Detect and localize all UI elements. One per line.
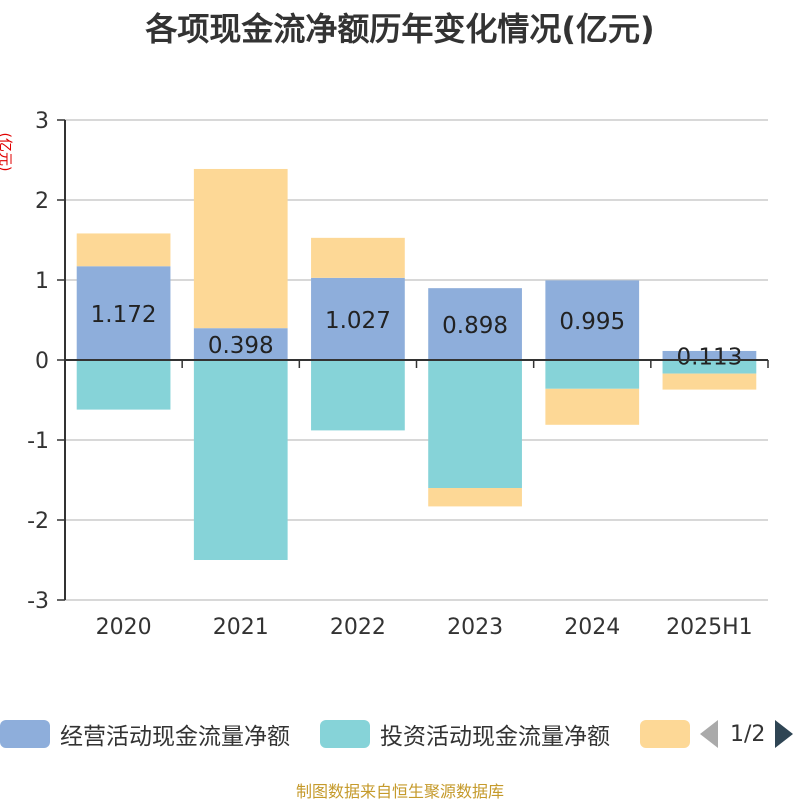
x-tick-label: 2021	[213, 615, 269, 640]
legend-item-third[interactable]	[640, 716, 690, 752]
legend-label-operating: 经营活动现金流量净额	[60, 724, 290, 750]
legend-label-investing: 投资活动现金流量净额	[380, 724, 610, 750]
bar-series-2	[545, 360, 640, 389]
bar-series-1	[193, 328, 288, 360]
bar-series-3	[428, 488, 522, 507]
y-tick-label: 0	[35, 349, 49, 374]
legend-pager: 1/2	[700, 716, 794, 752]
bar-series-3	[76, 233, 171, 267]
data-source-note: 制图数据来自恒生聚源数据库	[295, 782, 504, 801]
bar-series-1	[76, 266, 171, 360]
bar-series-1	[545, 280, 640, 360]
y-tick-label: 3	[35, 109, 49, 134]
bar-series-1	[311, 277, 405, 360]
bar-series-2	[662, 360, 757, 374]
x-tick-label: 2023	[447, 615, 503, 640]
chart-title: 各项现金流净额历年变化情况(亿元)	[145, 10, 655, 48]
y-tick-label: -2	[27, 509, 49, 534]
bar-series-3	[662, 373, 757, 390]
data-label: 1.027	[325, 308, 391, 334]
bar-series-1	[428, 288, 522, 360]
bar-series-2	[76, 360, 171, 410]
legend-swatch-operating	[0, 720, 50, 748]
bar-series-3	[311, 237, 405, 278]
data-label: 0.398	[208, 333, 274, 359]
legend-swatch-third	[640, 720, 690, 748]
bar-series-3	[193, 168, 288, 329]
bar-series-3	[545, 388, 640, 425]
x-tick-label: 2025H1	[666, 615, 753, 640]
x-tick-label: 2020	[96, 615, 152, 640]
data-label: 1.172	[91, 302, 157, 328]
x-tick-label: 2022	[330, 615, 386, 640]
legend-page-indicator: 1/2	[730, 721, 766, 747]
x-tick-label: 2024	[564, 615, 620, 640]
y-tick-label: -1	[27, 429, 49, 454]
bar-chart: 3 2 1 0 -1 -2 -3 1.172 0.398 1.027 0.898 0.995 0.113…	[27, 109, 769, 640]
y-tick-label: -3	[27, 589, 49, 614]
legend-swatch-investing	[320, 720, 370, 748]
y-tick-label: 2	[35, 189, 49, 214]
legend-item-investing[interactable]: 投资活动现金流量净额	[320, 716, 610, 752]
legend-prev-page-icon[interactable]	[700, 720, 718, 748]
data-label: 0.995	[559, 309, 625, 335]
bar-series-2	[193, 360, 288, 560]
data-label: 0.898	[442, 313, 508, 339]
legend: 经营活动现金流量净额 投资活动现金流量净额	[0, 716, 800, 752]
legend-next-page-icon[interactable]	[775, 720, 794, 748]
bar-series-2	[311, 360, 405, 431]
y-tick-label: 1	[35, 269, 49, 294]
bar-series-1	[662, 350, 757, 360]
legend-item-operating[interactable]: 经营活动现金流量净额	[0, 716, 290, 752]
bar-series-2	[428, 360, 522, 488]
data-label: 0.113	[676, 344, 742, 370]
